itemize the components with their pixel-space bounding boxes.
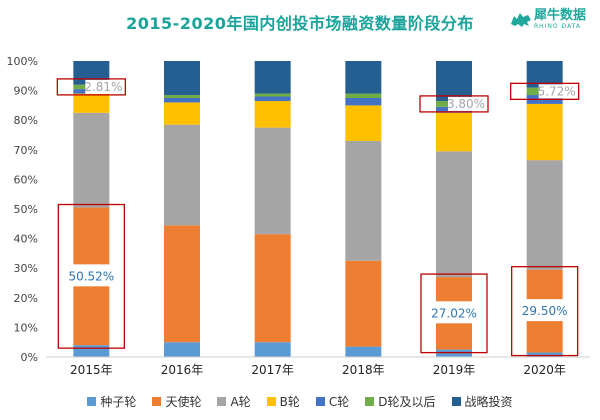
y-tick-label: 10% (14, 321, 38, 334)
bar-segment (164, 102, 200, 125)
bar-segment (345, 346, 382, 357)
highlight-box (510, 82, 580, 100)
bar-segment (73, 345, 110, 357)
bar-segment (345, 61, 382, 94)
legend-label: 种子轮 (100, 395, 137, 409)
bar-series (73, 61, 563, 357)
bar-segment (345, 260, 382, 347)
data-label: 3.80% (447, 97, 485, 111)
data-label: 2.81% (84, 80, 122, 94)
legend-item: A轮 (217, 393, 251, 410)
label-background (61, 264, 122, 287)
x-axis: 2015年 2016年 2017年 2018年 2019年 2020年 (46, 356, 590, 377)
y-tick-label: 80% (14, 114, 38, 127)
highlight-box (57, 203, 125, 349)
bar-segment (345, 98, 382, 106)
legend-swatch (365, 397, 375, 406)
bar-segment (254, 61, 291, 94)
x-tick-label: 2020年 (523, 363, 566, 377)
data-label: 50.52% (68, 269, 114, 283)
label-background (85, 79, 124, 94)
legend-label: C轮 (328, 395, 350, 409)
legend-swatch (315, 397, 325, 406)
label-background (448, 96, 486, 111)
highlight-box (56, 78, 126, 96)
legend-label: A轮 (230, 395, 251, 409)
bar-segment (164, 124, 200, 226)
legend-swatch (87, 397, 97, 406)
legend-swatch (217, 397, 227, 406)
highlight-box (419, 95, 489, 113)
legend-swatch (152, 397, 162, 406)
bar-segment (73, 93, 110, 113)
legend-item: 天使轮 (152, 393, 201, 410)
bar-segment (436, 151, 472, 278)
bar-segment (526, 160, 563, 270)
y-tick-label: 30% (14, 262, 38, 275)
y-tick-label: 20% (14, 292, 38, 305)
legend-item: 战略投资 (451, 393, 513, 410)
data-label: 5.72% (538, 84, 576, 98)
bar-segment (526, 352, 563, 357)
bar-segment (436, 112, 472, 152)
brand-subtitle: RHINO DATA (533, 23, 582, 30)
brand-logo: 犀牛数据 RHINO DATA (510, 8, 586, 31)
brand-name: 犀牛数据 (533, 8, 586, 23)
bar-segment (345, 93, 382, 98)
bar-segment (164, 95, 200, 98)
y-tick-label: 100% (7, 55, 38, 68)
legend-item: C轮 (315, 393, 350, 410)
bar-segment (436, 61, 472, 101)
bar-segment (254, 93, 291, 97)
bar-segment (436, 349, 472, 357)
bar-segment (164, 98, 200, 103)
bar-segment (526, 103, 563, 161)
bar-segment (254, 100, 291, 128)
legend: 种子轮 天使轮 A轮 B轮 C轮 D轮及以后 战略投资 (0, 393, 600, 410)
bar-segment (164, 225, 200, 343)
legend-label: B轮 (279, 395, 300, 409)
x-tick-label: 2019年 (433, 363, 476, 377)
label-background (514, 299, 575, 322)
y-tick-label: 90% (14, 85, 38, 98)
bar-segment (345, 140, 382, 261)
y-axis: 0% 10% 20% 30% 40% 50% 60% 70% 80% 90% 100% (7, 55, 38, 364)
y-tick-label: 40% (14, 233, 38, 246)
data-label: 29.50% (522, 304, 568, 318)
legend-item: 种子轮 (87, 393, 136, 410)
y-tick-label: 50% (14, 203, 38, 216)
data-label: 27.02% (431, 306, 477, 320)
annotations: 50.52% 2.81% 27.02% 3.80% 29.50% 5.72% (56, 78, 580, 357)
legend-item: D轮及以后 (365, 393, 436, 410)
highlight-box (511, 266, 579, 357)
chart-title: 2015-2020年国内创投市场融资数量阶段分布 (126, 14, 474, 33)
bar-segment (164, 61, 200, 96)
bar-segment (254, 234, 291, 343)
bar-segment (254, 96, 291, 101)
bar-segment (254, 127, 291, 235)
bar-segment (345, 105, 382, 141)
legend-label: 战略投资 (464, 395, 513, 409)
legend-swatch (266, 397, 276, 406)
bar-segment (164, 342, 200, 357)
y-tick-label: 70% (14, 144, 38, 157)
label-background (538, 84, 577, 99)
rhino-logo-icon (510, 13, 531, 27)
legend-swatch (451, 397, 461, 406)
label-background (424, 301, 484, 324)
bar-segment (73, 112, 110, 208)
x-tick-label: 2015年 (70, 363, 113, 377)
legend-label: 天使轮 (165, 395, 202, 409)
x-tick-label: 2017年 (251, 363, 294, 377)
legend-item: B轮 (266, 393, 300, 410)
highlight-box (420, 273, 488, 354)
legend-label: D轮及以后 (378, 395, 436, 409)
y-tick-label: 60% (14, 173, 38, 186)
y-tick-label: 0% (21, 351, 38, 364)
x-tick-label: 2016年 (161, 363, 204, 377)
x-tick-label: 2018年 (342, 363, 385, 377)
bar-segment (254, 342, 291, 357)
